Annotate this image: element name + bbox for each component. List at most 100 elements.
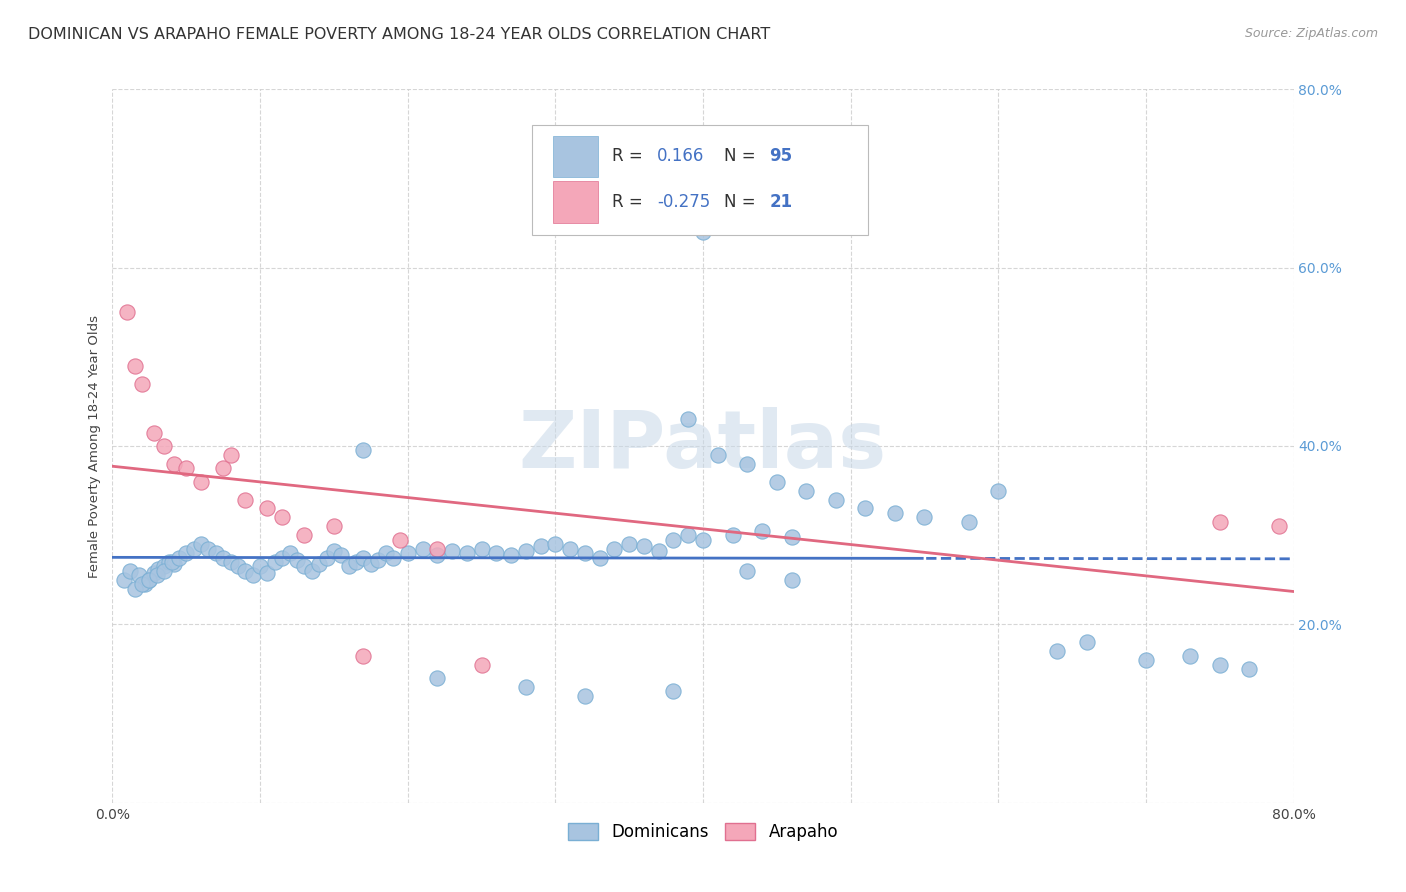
Point bbox=[411, 541, 433, 556]
Text: N =: N = bbox=[724, 193, 761, 211]
Point bbox=[706, 448, 728, 462]
Point bbox=[662, 684, 685, 698]
Point bbox=[426, 671, 449, 685]
Point bbox=[633, 539, 655, 553]
Point bbox=[987, 483, 1010, 498]
Point bbox=[134, 577, 156, 591]
Point bbox=[470, 657, 494, 672]
Point bbox=[957, 515, 980, 529]
Point bbox=[124, 359, 146, 373]
Point bbox=[131, 577, 153, 591]
Point bbox=[174, 461, 197, 475]
Point bbox=[163, 557, 186, 571]
Point bbox=[142, 566, 165, 580]
Point bbox=[678, 528, 700, 542]
Point bbox=[146, 568, 169, 582]
Point bbox=[780, 530, 803, 544]
Point bbox=[271, 510, 294, 524]
Point bbox=[278, 546, 301, 560]
Point bbox=[389, 533, 412, 547]
Point bbox=[662, 533, 685, 547]
Point bbox=[426, 541, 449, 556]
Point bbox=[233, 492, 256, 507]
Point bbox=[515, 680, 537, 694]
Point bbox=[766, 475, 789, 489]
Point bbox=[153, 559, 176, 574]
Point bbox=[212, 550, 235, 565]
Point bbox=[330, 548, 353, 562]
Point bbox=[167, 550, 190, 565]
Point bbox=[352, 443, 374, 458]
Point bbox=[148, 562, 170, 576]
Point bbox=[544, 537, 567, 551]
Point bbox=[120, 564, 142, 578]
Point bbox=[884, 506, 907, 520]
Point bbox=[160, 555, 183, 569]
Point bbox=[256, 566, 278, 580]
Point bbox=[360, 557, 382, 571]
Point bbox=[914, 510, 936, 524]
Point bbox=[374, 546, 396, 560]
FancyBboxPatch shape bbox=[531, 125, 869, 235]
Point bbox=[124, 582, 146, 596]
Point bbox=[308, 557, 330, 571]
Point bbox=[796, 483, 818, 498]
Point bbox=[205, 546, 228, 560]
Point bbox=[190, 537, 212, 551]
Point bbox=[190, 475, 212, 489]
Text: 21: 21 bbox=[769, 193, 792, 211]
Point bbox=[212, 461, 235, 475]
Point bbox=[1046, 644, 1069, 658]
Point bbox=[271, 550, 294, 565]
Text: -0.275: -0.275 bbox=[657, 193, 710, 211]
Point bbox=[197, 541, 219, 556]
Point bbox=[344, 555, 367, 569]
Point bbox=[558, 541, 582, 556]
Point bbox=[441, 544, 464, 558]
Point bbox=[242, 568, 264, 582]
Point bbox=[721, 528, 744, 542]
Point bbox=[1208, 515, 1232, 529]
Point bbox=[337, 559, 360, 574]
Point bbox=[588, 550, 610, 565]
Point bbox=[692, 533, 714, 547]
Point bbox=[529, 539, 551, 553]
Point bbox=[163, 457, 186, 471]
Point bbox=[737, 457, 759, 471]
Point bbox=[138, 573, 160, 587]
Point bbox=[855, 501, 877, 516]
Text: ZIPatlas: ZIPatlas bbox=[519, 407, 887, 485]
Point bbox=[219, 448, 242, 462]
Point bbox=[692, 225, 714, 239]
Point bbox=[1135, 653, 1157, 667]
Point bbox=[501, 548, 523, 562]
Point bbox=[824, 492, 846, 507]
Point bbox=[233, 564, 256, 578]
Legend: Dominicans, Arapaho: Dominicans, Arapaho bbox=[561, 816, 845, 848]
Point bbox=[174, 546, 197, 560]
Point bbox=[1239, 662, 1261, 676]
Point bbox=[138, 573, 160, 587]
Point bbox=[1268, 519, 1291, 533]
Text: N =: N = bbox=[724, 147, 761, 165]
Point bbox=[153, 564, 176, 578]
Point bbox=[352, 648, 374, 663]
Point bbox=[678, 412, 700, 426]
FancyBboxPatch shape bbox=[553, 181, 598, 223]
Point bbox=[485, 546, 508, 560]
Point bbox=[737, 564, 759, 578]
Point bbox=[396, 546, 419, 560]
Point bbox=[131, 376, 153, 391]
Point bbox=[153, 439, 176, 453]
Point bbox=[323, 544, 346, 558]
FancyBboxPatch shape bbox=[553, 136, 598, 177]
Point bbox=[323, 519, 346, 533]
Point bbox=[574, 689, 596, 703]
Point bbox=[301, 564, 323, 578]
Point bbox=[285, 553, 308, 567]
Point bbox=[780, 573, 803, 587]
Point bbox=[142, 425, 165, 440]
Point bbox=[1208, 657, 1232, 672]
Point bbox=[128, 568, 150, 582]
Y-axis label: Female Poverty Among 18-24 Year Olds: Female Poverty Among 18-24 Year Olds bbox=[89, 315, 101, 577]
